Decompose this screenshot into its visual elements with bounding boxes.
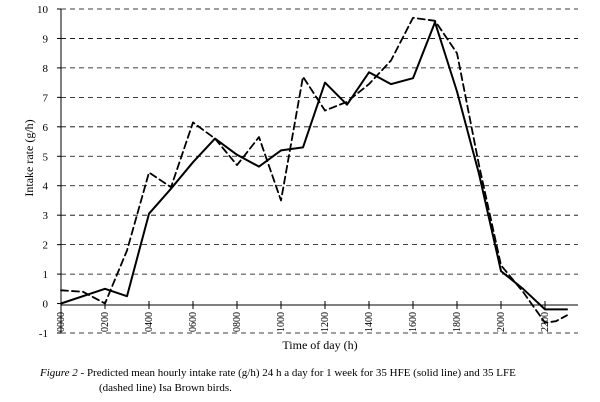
- y-tick-label: 1: [43, 269, 49, 281]
- series-lines: [60, 16, 568, 324]
- axes: [60, 9, 578, 333]
- x-tick-label: 1200: [320, 312, 331, 332]
- y-axis-title: Intake rate (g/h): [22, 119, 36, 196]
- y-tick-label: 5: [43, 151, 49, 163]
- x-tick-labels: 0000 0200 0400 0600 0800 1000 1200 1400 1600 1800…: [56, 301, 551, 332]
- x-tick-label: 2000: [496, 312, 507, 332]
- x-tick-label: 1600: [408, 312, 419, 332]
- y-tick-labels: -1 0 1 2 3 4 5 6 7 8 9 10: [37, 4, 61, 340]
- x-axis-title: Time of day (h): [282, 338, 357, 352]
- x-tick-label: 0800: [232, 312, 243, 332]
- series-line-hfe-solid: [60, 21, 568, 311]
- series-line-lfe-dashed: [60, 16, 568, 324]
- y-tick-label: 4: [43, 181, 49, 193]
- caption-label: Figure 2: [40, 367, 78, 379]
- x-tick-label: 0400: [144, 312, 155, 332]
- y-tick-label: 3: [43, 210, 49, 222]
- x-tick-label: 0200: [100, 312, 111, 332]
- x-tick-label: 0600: [188, 312, 199, 332]
- y-tick-label: 8: [43, 63, 49, 75]
- caption-text-line2: (dashed line) Isa Brown birds.: [99, 382, 232, 394]
- y-tick-label: 10: [37, 4, 49, 16]
- x-tick-label: 1400: [364, 312, 375, 332]
- y-tick-label: 6: [43, 122, 49, 134]
- figure-caption: Figure 2 - Predicted mean hourly intake …: [40, 366, 596, 396]
- y-tick-label: -1: [39, 328, 48, 340]
- y-tick-label: 2: [43, 240, 49, 252]
- y-tick-label: 0: [43, 299, 49, 311]
- caption-text-line1: - Predicted mean hourly intake rate (g/h…: [77, 367, 516, 379]
- x-tick-label: 1800: [452, 312, 463, 332]
- y-tick-label: 9: [43, 33, 49, 45]
- y-tick-label: 7: [43, 92, 49, 104]
- x-tick-label: 1000: [276, 312, 287, 332]
- x-tick-label: 0000: [56, 312, 67, 332]
- intake-rate-chart: -1 0 1 2 3 4 5 6 7 8 9 10 0000 0200 0400 0600 0800 1000 1…: [22, 4, 578, 352]
- gridlines: [61, 8, 578, 334]
